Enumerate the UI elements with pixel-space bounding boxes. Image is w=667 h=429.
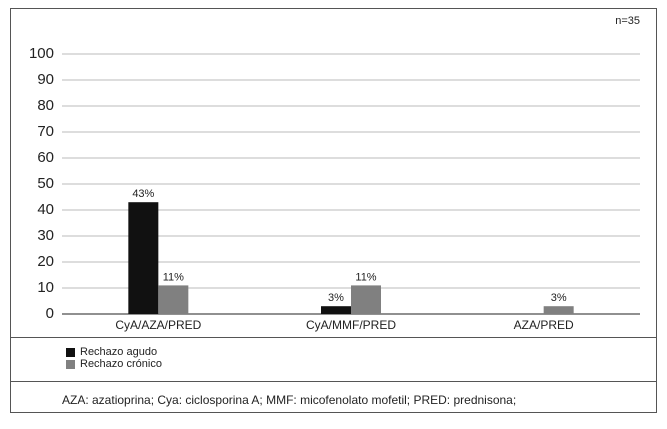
data-label: 3% bbox=[551, 292, 567, 304]
y-tick-label: 70 bbox=[37, 123, 54, 140]
y-tick-label: 10 bbox=[37, 279, 54, 296]
y-tick-label: 100 bbox=[29, 45, 54, 62]
bar bbox=[128, 202, 159, 314]
data-label: 3% bbox=[328, 292, 344, 304]
legend-label: Rechazo crónico bbox=[80, 358, 162, 370]
y-tick-label: 60 bbox=[37, 149, 54, 166]
x-tick-label: CyA/AZA/PRED bbox=[115, 318, 201, 332]
y-tick-label: 0 bbox=[46, 305, 54, 322]
bar bbox=[321, 306, 351, 314]
frame bbox=[10, 8, 657, 413]
y-tick-label: 90 bbox=[37, 71, 54, 88]
legend-swatch bbox=[66, 348, 75, 357]
y-tick-label: 50 bbox=[37, 175, 54, 192]
note: AZA: azatioprina; Cya: ciclosporina A; M… bbox=[62, 393, 516, 407]
y-tick-label: 20 bbox=[37, 253, 54, 270]
bar bbox=[543, 306, 574, 314]
legend-swatch bbox=[66, 360, 75, 369]
data-label: 11% bbox=[163, 271, 184, 283]
bar bbox=[351, 285, 381, 314]
y-tick-label: 80 bbox=[37, 97, 54, 114]
x-tick-label: AZA/PRED bbox=[514, 318, 574, 332]
annotation: n=35 bbox=[615, 15, 640, 27]
legend-label: Rechazo agudo bbox=[80, 346, 157, 358]
x-tick-label: CyA/MMF/PRED bbox=[306, 318, 396, 332]
data-label: 43% bbox=[132, 188, 154, 200]
data-label: 11% bbox=[355, 271, 376, 283]
y-tick-label: 40 bbox=[37, 201, 54, 218]
bar bbox=[158, 285, 189, 314]
y-tick-label: 30 bbox=[37, 227, 54, 244]
